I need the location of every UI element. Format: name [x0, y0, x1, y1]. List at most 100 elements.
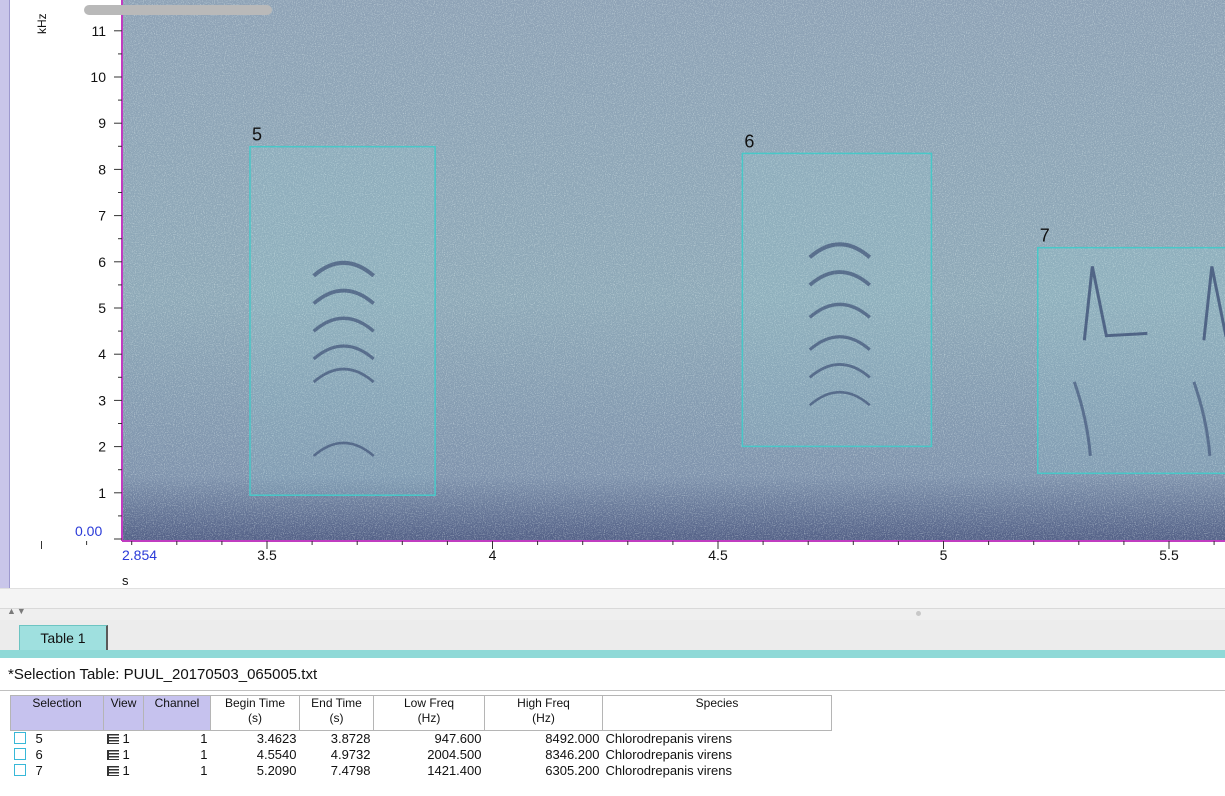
y-axis-unit: kHz	[35, 13, 49, 34]
call-note	[1082, 266, 1148, 341]
col-header-species-label: Species	[695, 696, 739, 710]
x-tick-label: 4.5	[708, 547, 728, 563]
selection-box-label: 7	[1040, 226, 1050, 246]
table-separator	[0, 690, 1225, 691]
cell-species: Chlorodrepanis virens	[605, 747, 732, 762]
cell-view: 1	[104, 747, 144, 763]
selection-table: Selection View Channel Begin Time (s) End…	[10, 695, 832, 779]
cell-view: 1	[104, 731, 144, 748]
cell-species: Chlorodrepanis virens	[605, 731, 732, 746]
selection-boxes[interactable]: 5 6 7	[249, 125, 1225, 496]
table-row[interactable]: 7 1 1 5.2090 7.4798 1421.400 6305.200 Ch…	[11, 763, 832, 779]
row-checkbox[interactable]	[13, 748, 26, 760]
y-tick-label: 1	[98, 485, 106, 501]
selection-table-title: *Selection Table: PUUL_20170503_065005.t…	[8, 666, 318, 683]
table-row[interactable]: 6 1 1 4.5540 4.9732 2004.500 8346.200 Ch…	[11, 747, 832, 763]
selection-box[interactable]	[1037, 246, 1225, 475]
col-header-end-time-label: End Time	[311, 696, 362, 710]
call-harmonic	[312, 288, 375, 305]
selection-box[interactable]	[741, 152, 933, 448]
view-list-icon	[106, 734, 119, 744]
row-checkbox[interactable]	[13, 732, 26, 744]
cell-high-freq: 6305.200	[545, 763, 600, 778]
cell-species: Chlorodrepanis virens	[605, 763, 732, 778]
col-header-end-time[interactable]: End Time (s)	[299, 695, 374, 731]
call-note	[1202, 266, 1225, 341]
cell-selection[interactable]: 6	[11, 747, 104, 763]
cell-selection[interactable]: 7	[11, 763, 104, 779]
col-header-begin-time-label: Begin Time	[224, 696, 286, 710]
col-header-low-freq[interactable]: Low Freq (Hz)	[373, 695, 485, 731]
y-tick-label: 4	[98, 346, 106, 362]
y-tick-label: 5	[98, 300, 106, 316]
y-axis-ticks: 11 10 9 8 7 6 5 4 3 2 1	[90, 7, 122, 540]
cell-end-time: 4.9732	[330, 747, 371, 762]
selection-box[interactable]	[249, 145, 436, 496]
tab-underline	[0, 650, 1225, 658]
cell-channel: 1	[200, 763, 208, 778]
left-panel-strip	[0, 0, 10, 588]
col-header-begin-time[interactable]: Begin Time (s)	[210, 695, 300, 731]
cell-low-freq: 947.600	[434, 731, 482, 746]
cell-selection[interactable]: 5	[11, 731, 104, 748]
call-harmonic	[312, 367, 375, 384]
y-tick-label: 11	[91, 23, 106, 39]
selection-box-label: 6	[744, 131, 754, 151]
call-note-tail	[1192, 381, 1212, 456]
cell-low-freq: 1421.400	[427, 763, 482, 778]
divider-grip-icon[interactable]	[916, 611, 921, 616]
table-row[interactable]: 5 1 1 3.4623 3.8728 947.600 8492.000 Chl…	[11, 731, 832, 748]
divider-arrows-icon[interactable]: ▲▼	[7, 606, 27, 616]
selection-box-label: 5	[252, 125, 262, 145]
cell-high-freq: 8492.000	[545, 731, 600, 746]
selection-value: 6	[35, 747, 43, 762]
x-axis-ticks: 3.544.555.566.577.5	[41, 541, 1215, 563]
col-header-low-freq-label: Low Freq	[403, 696, 455, 710]
col-header-high-freq-unit: (Hz)	[532, 711, 555, 725]
cell-end-time: 7.4798	[330, 763, 371, 778]
view-value: 1	[122, 763, 130, 778]
y-axis-min-label: 0.00	[75, 523, 102, 539]
col-header-channel-label: Channel	[154, 696, 200, 710]
view-value: 1	[122, 747, 130, 762]
cell-begin-time: 5.2090	[256, 763, 297, 778]
col-header-channel[interactable]: Channel	[143, 695, 211, 731]
y-tick-label: 8	[98, 161, 106, 177]
view-value: 1	[122, 731, 130, 746]
table-header-row: Selection View Channel Begin Time (s) End…	[10, 695, 832, 731]
y-tick-label: 3	[98, 392, 106, 408]
x-axis-unit: s	[122, 573, 129, 588]
selection-value: 7	[35, 763, 43, 778]
call-note-tail	[1072, 381, 1092, 456]
x-axis-start-label: 2.854	[122, 547, 157, 563]
horizontal-scrollbar-thumb[interactable]	[84, 5, 272, 15]
cell-begin-time: 3.4623	[256, 731, 297, 746]
y-tick-label: 9	[98, 115, 106, 131]
col-header-selection[interactable]: Selection	[10, 695, 104, 731]
col-header-end-time-unit: (s)	[329, 711, 344, 725]
cell-channel: 1	[200, 731, 208, 746]
x-tick-label: 5.5	[1159, 547, 1179, 563]
call-harmonic	[312, 344, 375, 361]
call-harmonic	[808, 363, 871, 379]
call-harmonic	[808, 242, 872, 259]
cell-view: 1	[104, 763, 144, 779]
col-header-low-freq-unit: (Hz)	[417, 711, 441, 725]
selection-value: 5	[35, 731, 43, 746]
y-tick-label: 6	[98, 254, 106, 270]
y-tick-label: 7	[98, 208, 106, 224]
cell-end-time: 3.8728	[330, 731, 371, 746]
row-checkbox[interactable]	[13, 764, 26, 776]
call-harmonic	[312, 260, 375, 278]
horizontal-scrollbar[interactable]	[0, 588, 1225, 611]
col-header-view[interactable]: View	[103, 695, 144, 731]
x-tick-label: 4	[489, 547, 497, 563]
col-header-selection-label: Selection	[32, 696, 82, 710]
col-header-high-freq[interactable]: High Freq (Hz)	[484, 695, 603, 731]
call-harmonic	[312, 441, 375, 457]
tab-table-1[interactable]: Table 1	[19, 625, 108, 651]
col-header-species[interactable]: Species	[602, 695, 832, 731]
y-tick-label: 2	[98, 439, 106, 455]
